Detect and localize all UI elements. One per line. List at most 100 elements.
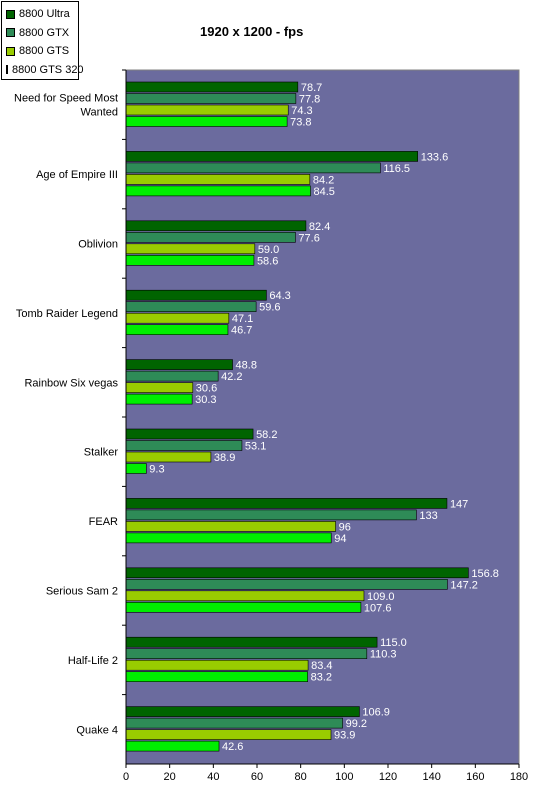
bar [125, 671, 308, 683]
bar [125, 289, 267, 301]
data-label: 106.9 [362, 707, 390, 719]
category-label: Oblivion [78, 239, 118, 251]
data-label: 58.2 [256, 429, 277, 441]
data-label: 99.2 [346, 718, 367, 730]
bar [125, 185, 311, 197]
data-label: 83.2 [311, 672, 332, 684]
bar [125, 104, 289, 116]
data-label: 107.6 [364, 602, 392, 614]
data-label: 48.8 [236, 360, 257, 372]
bar [125, 220, 307, 232]
bar [125, 301, 257, 313]
data-label: 147 [450, 498, 468, 510]
data-label: 110.3 [370, 649, 397, 661]
bar [125, 706, 360, 717]
bar [125, 659, 309, 671]
data-label: 93.9 [334, 730, 355, 742]
data-label: 30.6 [196, 383, 217, 395]
bar [125, 509, 417, 521]
legend-label: 8800 Ultra [19, 8, 70, 21]
bar [125, 578, 448, 590]
bar [125, 636, 378, 648]
bar [125, 255, 255, 266]
bar [125, 93, 297, 104]
legend: 8800 Ultra 8800 GTX 8800 GTS 8800 GTS 32… [1, 1, 84, 80]
chart-title: 1920 x 1200 - fps [200, 24, 304, 39]
legend-swatch [6, 9, 15, 19]
category-label: FEAR [89, 516, 118, 528]
data-label: 59.6 [259, 302, 280, 314]
bar [125, 440, 243, 451]
data-label: 30.3 [195, 394, 216, 406]
data-label: 147.2 [450, 579, 478, 591]
data-label: 115.0 [380, 637, 407, 649]
data-label: 77.6 [298, 232, 319, 244]
bar [125, 532, 332, 544]
x-tick-label: 160 [466, 771, 484, 783]
category-label: Age of Empire III [36, 169, 118, 181]
x-tick-label: 80 [295, 771, 307, 783]
bar [125, 498, 448, 509]
bar [125, 81, 299, 93]
data-label: 83.4 [311, 660, 332, 672]
x-tick-label: 60 [251, 771, 263, 783]
category-label: Need for Speed Most Wanted [14, 93, 118, 119]
bar [125, 740, 220, 752]
data-label: 82.4 [309, 221, 330, 233]
bar [125, 463, 147, 474]
data-label: 84.5 [313, 186, 334, 198]
category-label: Rainbow Six vegas [24, 377, 118, 389]
category-label: Tomb Raider Legend [16, 308, 118, 320]
data-label: 109.0 [367, 591, 395, 603]
data-label: 84.2 [313, 174, 334, 186]
x-tick-label: 0 [123, 771, 129, 783]
bar [125, 359, 233, 370]
legend-label: 8800 GTS 320 [12, 63, 84, 76]
legend-swatch [6, 28, 15, 38]
data-label: 133 [419, 510, 437, 522]
bar [125, 370, 219, 382]
bar [125, 648, 368, 660]
bar [125, 324, 229, 336]
category-label: Quake 4 [76, 724, 118, 736]
data-label: 94 [334, 533, 346, 545]
data-label: 46.7 [231, 325, 252, 337]
x-tick-label: 100 [335, 771, 353, 783]
data-label: 38.9 [214, 452, 235, 464]
bar [125, 729, 332, 740]
bar [125, 393, 193, 405]
bar [125, 590, 365, 602]
legend-item: 8800 GTX [2, 24, 78, 43]
data-label: 73.8 [290, 117, 311, 129]
data-label: 77.8 [299, 94, 320, 106]
bar [125, 567, 469, 579]
x-tick-label: 180 [510, 771, 528, 783]
bar [125, 382, 194, 393]
bar [125, 151, 418, 162]
bar [125, 232, 296, 243]
legend-swatch [6, 65, 8, 75]
data-label: 58.6 [257, 255, 278, 267]
legend-item: 8800 GTS [2, 42, 78, 61]
data-label: 9.3 [149, 464, 164, 476]
legend-item: 8800 Ultra [2, 5, 78, 24]
bar [125, 428, 254, 440]
data-label: 96 [339, 521, 351, 533]
data-label: 53.1 [245, 441, 266, 453]
x-tick-label: 40 [207, 771, 219, 783]
data-label: 74.3 [291, 105, 312, 117]
data-label: 59.0 [258, 244, 279, 256]
category-label: Serious Sam 2 [46, 586, 118, 598]
data-label: 42.6 [222, 741, 243, 753]
data-label: 78.7 [301, 82, 322, 94]
bar [125, 521, 336, 532]
data-label: 116.5 [383, 163, 410, 175]
bar [125, 601, 362, 613]
legend-swatch [6, 46, 15, 56]
bar [125, 312, 230, 324]
data-label: 156.8 [471, 568, 499, 580]
legend-item: 8800 GTS 320 [2, 61, 84, 80]
bar [125, 451, 212, 463]
data-label: 64.3 [269, 290, 290, 302]
data-label: 133.6 [421, 151, 449, 163]
